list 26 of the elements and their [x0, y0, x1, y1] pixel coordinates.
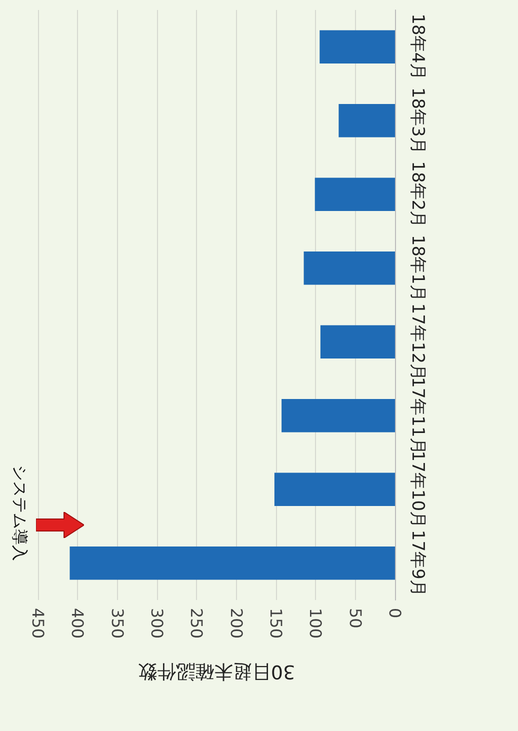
y-tick-label: 18年1月 — [408, 234, 428, 302]
x-tick-label: 450 — [28, 608, 48, 639]
x-tick-label: 350 — [108, 608, 127, 639]
y-tick-label: 17年10月 — [408, 450, 428, 528]
bar — [338, 104, 395, 138]
x-tick-label: 400 — [68, 608, 88, 639]
text: システム導入 — [10, 465, 30, 562]
x-tick-label: 250 — [187, 608, 206, 639]
bar — [304, 252, 395, 285]
bar — [282, 399, 395, 432]
bar — [320, 30, 395, 64]
x-tick-label: 50 — [346, 608, 365, 628]
y-tick-label: 18年3月 — [408, 87, 428, 154]
bar — [320, 325, 395, 358]
bar — [70, 546, 395, 580]
y-tick-label: 18年2月 — [408, 161, 428, 228]
x-tick-label: 100 — [306, 608, 326, 639]
bar — [274, 472, 395, 506]
y-tick-label: 18年4月 — [408, 14, 428, 80]
x-axis-title: 30日超未確認件数 — [138, 660, 296, 682]
x-tick-label: 300 — [148, 608, 166, 639]
x-tick-label: 200 — [226, 608, 246, 639]
y-tick-label: 17年9月 — [408, 530, 428, 596]
x-tick-label: 0 — [386, 608, 404, 618]
bar — [314, 178, 395, 211]
x-tick-label: 150 — [266, 608, 286, 639]
